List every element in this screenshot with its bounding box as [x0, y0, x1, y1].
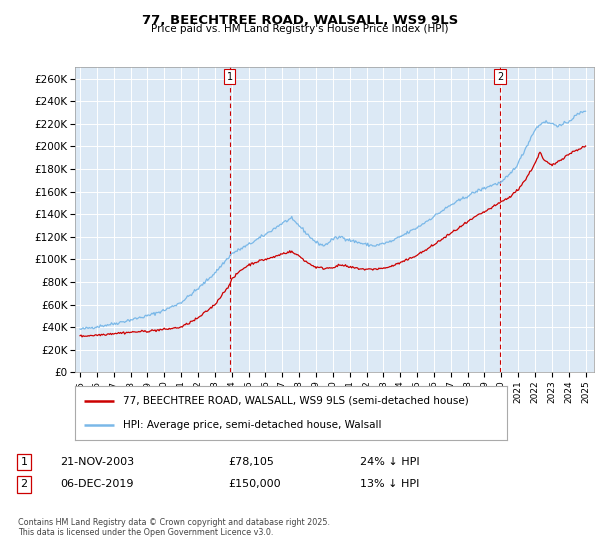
Text: 13% ↓ HPI: 13% ↓ HPI — [360, 479, 419, 489]
Text: 2: 2 — [20, 479, 28, 489]
Text: £150,000: £150,000 — [228, 479, 281, 489]
Text: 2: 2 — [497, 72, 503, 82]
Text: HPI: Average price, semi-detached house, Walsall: HPI: Average price, semi-detached house,… — [122, 420, 381, 430]
Text: 77, BEECHTREE ROAD, WALSALL, WS9 9LS: 77, BEECHTREE ROAD, WALSALL, WS9 9LS — [142, 14, 458, 27]
Text: 77, BEECHTREE ROAD, WALSALL, WS9 9LS (semi-detached house): 77, BEECHTREE ROAD, WALSALL, WS9 9LS (se… — [122, 396, 468, 406]
Text: 1: 1 — [20, 457, 28, 467]
Text: 06-DEC-2019: 06-DEC-2019 — [60, 479, 133, 489]
Text: 24% ↓ HPI: 24% ↓ HPI — [360, 457, 419, 467]
Text: Contains HM Land Registry data © Crown copyright and database right 2025.
This d: Contains HM Land Registry data © Crown c… — [18, 518, 330, 538]
Text: 1: 1 — [227, 72, 233, 82]
Text: 21-NOV-2003: 21-NOV-2003 — [60, 457, 134, 467]
Text: Price paid vs. HM Land Registry's House Price Index (HPI): Price paid vs. HM Land Registry's House … — [151, 24, 449, 34]
Text: £78,105: £78,105 — [228, 457, 274, 467]
